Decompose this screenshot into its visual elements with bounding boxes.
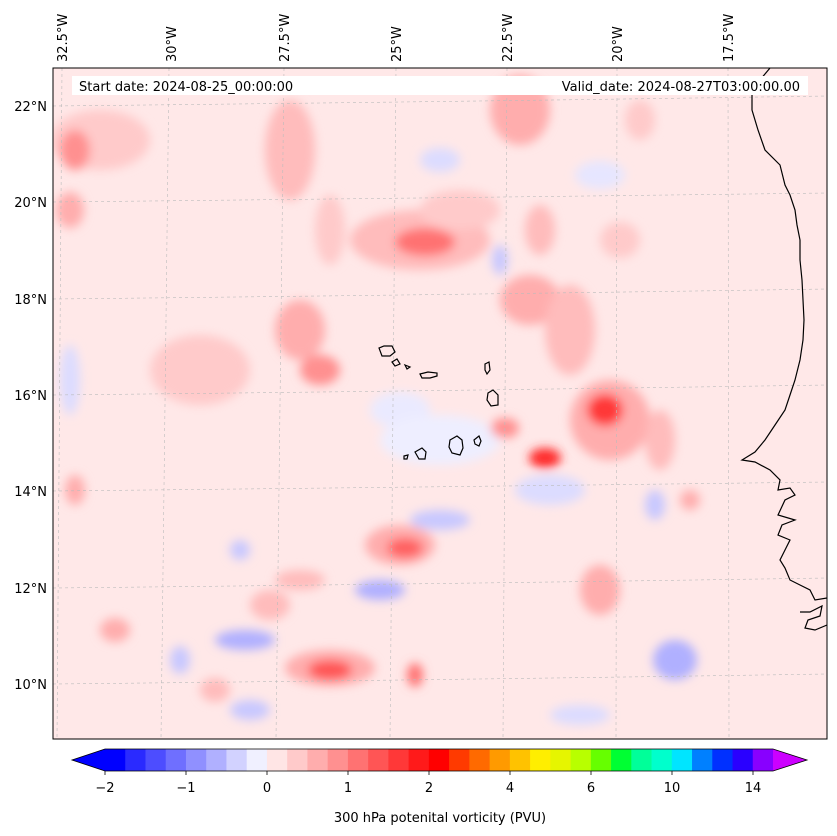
colorbar-cells [105,749,774,771]
colorbar-cell [266,749,288,771]
colorbar-cell [509,749,531,771]
colorbar-cell [368,749,389,771]
cbar-tick-label: 4 [506,781,514,796]
colorbar-extend-high [773,749,807,771]
colorbar-cell [611,749,632,771]
guinea-coastline [800,604,827,631]
cbar-tick-label: 2 [425,781,433,796]
pv-field-background [53,68,827,739]
lon-label: 30°W [165,26,180,62]
colorbar-cell [125,749,146,771]
colorbar-cell [489,749,511,771]
colorbar-cell [712,749,733,771]
colorbar-cell [752,749,774,771]
africa-coastline [740,68,827,601]
valid-date-label: Valid_date: 2024-08-27T03:00:00.00 [562,80,800,95]
lat-label: 18°N [14,293,47,308]
cape-verde-islands [378,345,499,460]
latitude-labels: 22°N 20°N 18°N 16°N 14°N 12°N 10°N [14,100,47,693]
colorbar-cell [570,749,592,771]
lat-label: 20°N [14,196,47,211]
colorbar-cell [226,749,248,771]
colorbar-ticks [104,771,754,775]
colorbar-cell [651,749,673,771]
colorbar-cell [692,749,713,771]
map-panel [53,68,827,739]
lat-label: 10°N [14,678,47,693]
lon-label: 27.5°W [278,14,293,62]
colorbar-cell [287,749,308,771]
colorbar-cell [671,749,693,771]
lon-label: 20°W [611,26,626,62]
start-date-label: Start date: 2024-08-25_00:00:00 [79,80,293,95]
cbar-tick-label: 6 [587,781,595,796]
colorbar-cell [327,749,349,771]
pv-contours [53,75,700,725]
colorbar-cell [165,749,187,771]
colorbar-cell [590,749,612,771]
colorbar-cell [449,749,470,771]
colorbar: −2 −1 0 1 2 4 6 10 14 300 hPa potenital … [70,748,809,826]
header-box [72,76,808,95]
graticule [53,68,827,739]
colorbar-cell [469,749,490,771]
cbar-tick-label: −2 [95,781,114,796]
colorbar-cell [388,749,410,771]
cbar-tick-label: 14 [745,781,762,796]
cbar-tick-label: 0 [263,781,271,796]
colorbar-cell [530,749,551,771]
map-frame [52,67,828,740]
colorbar-cell [185,749,207,771]
colorbar-cell [105,749,126,771]
colorbar-cell [408,749,430,771]
lat-label: 14°N [14,485,47,500]
colorbar-cell [246,749,268,771]
colorbar-cell [206,749,227,771]
colorbar-extend-low [72,749,105,771]
colorbar-cell [732,749,754,771]
colorbar-cell [631,749,652,771]
cbar-tick-label: −1 [176,781,195,796]
colorbar-cell [347,749,369,771]
lon-label: 17.5°W [722,14,737,62]
longitude-labels: 32.5°W 30°W 27.5°W 25°W 22.5°W 20°W 17.5… [56,14,737,62]
coastlines [378,68,827,631]
colorbar-cell [307,749,329,771]
colorbar-cell [145,749,167,771]
lon-label: 25°W [390,26,405,62]
lat-label: 12°N [14,582,47,597]
cbar-tick-label: 10 [664,781,681,796]
lon-label: 32.5°W [56,14,71,62]
lat-label: 16°N [14,389,47,404]
colorbar-title: 300 hPa potenital vorticity (PVU) [334,811,546,826]
colorbar-tick-labels: −2 −1 0 1 2 4 6 10 14 [95,781,761,796]
cbar-tick-label: 1 [344,781,352,796]
colorbar-cell [550,749,571,771]
lon-label: 22.5°W [501,14,516,62]
colorbar-cell [428,749,450,771]
lat-label: 22°N [14,100,47,115]
